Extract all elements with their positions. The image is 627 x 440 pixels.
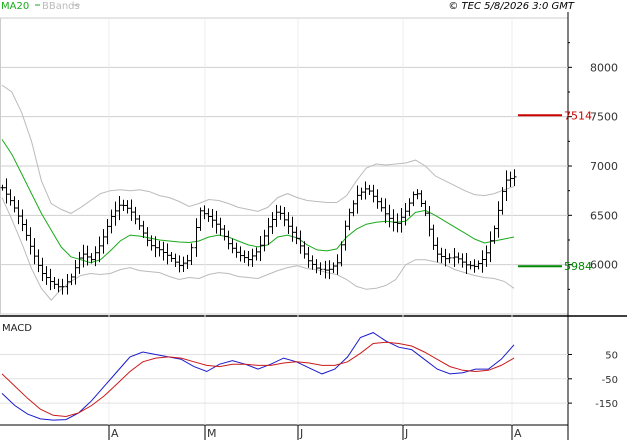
macd-title: MACD xyxy=(2,323,32,334)
legend-bbands-label: BBands xyxy=(42,1,80,12)
macd-tick-label: -50 xyxy=(602,375,618,386)
macd-signal-line xyxy=(1,341,515,418)
time-tick-label: J xyxy=(404,427,408,440)
price-grid xyxy=(0,18,572,425)
legend-ma20-label: MA20 xyxy=(1,1,29,12)
macd-grid xyxy=(0,353,572,404)
price-tick-label: 8000 xyxy=(590,61,618,74)
time-tick-label: J xyxy=(299,427,303,440)
price-tick-label: 7000 xyxy=(590,160,618,173)
levels-layer: 7514 5984 xyxy=(518,109,592,273)
price-tick-label: 7500 xyxy=(590,111,618,124)
bbands-upper-line xyxy=(1,84,515,214)
price-tick-label: 6500 xyxy=(590,209,618,222)
macd-tick-label: -150 xyxy=(595,399,618,410)
time-tick-label: A xyxy=(111,427,119,440)
price-bars-layer xyxy=(0,169,517,295)
time-tick-label: M xyxy=(207,427,217,440)
level-label: 5984 xyxy=(564,260,592,273)
level-label: 7514 xyxy=(564,109,592,122)
copyright-text: © TEC 5/8/2026 3:0 GMT xyxy=(448,1,575,12)
chart-frame xyxy=(0,12,627,440)
labels-layer: 8000 7500 7000 6500 6000 50 -50 -150 A M J J A xyxy=(108,61,618,440)
macd-line xyxy=(1,332,515,421)
time-tick-label: A xyxy=(514,427,522,440)
bbands-layer xyxy=(1,84,515,301)
price-tick-label: 6000 xyxy=(590,259,618,272)
macd-lines-layer xyxy=(1,332,515,421)
bbands-lower-line xyxy=(1,197,515,301)
macd-tick-label: 50 xyxy=(605,350,618,361)
